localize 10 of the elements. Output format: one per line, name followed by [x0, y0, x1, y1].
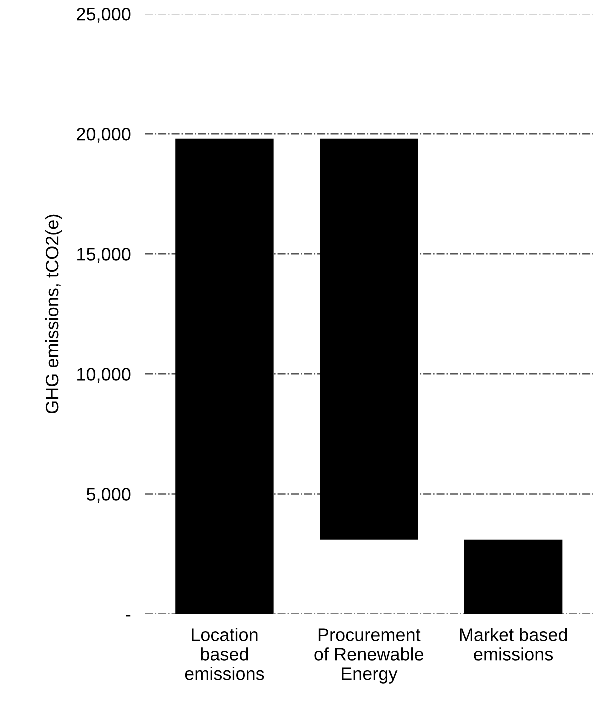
- y-tick-label: 10,000: [78, 368, 131, 384]
- x-tick-label: Market based emissions: [460, 628, 568, 661]
- x-tick-label: Location based emissions: [185, 628, 264, 680]
- y-tick-label: 15,000: [78, 248, 131, 263]
- y-tick-label: 5,000: [86, 488, 131, 504]
- y-tick-label: -: [126, 615, 131, 617]
- y-tick-label: 25,000: [77, 8, 131, 23]
- x-tick-label: Procurement of Renewable Energy: [314, 628, 424, 684]
- y-axis-title: GHG emissions, tCO2(e): [45, 214, 62, 414]
- y-tick-label: 20,000: [77, 128, 131, 143]
